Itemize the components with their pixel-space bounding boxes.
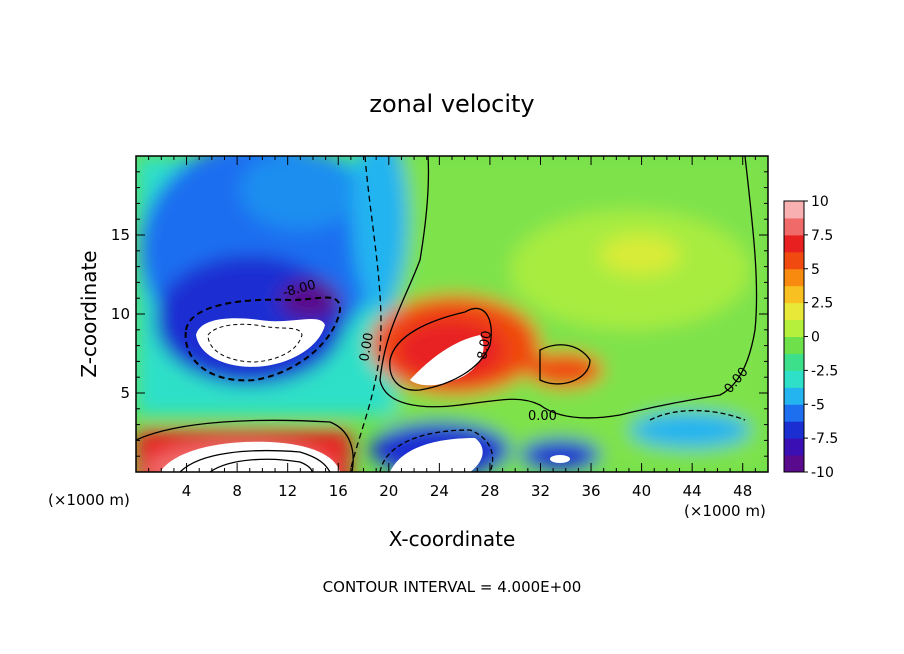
colorbar-swatch — [784, 302, 804, 321]
x-axis: 4 8 12 16 20 24 28 32 36 40 44 48 — [148, 156, 756, 500]
colorbar-swatch — [784, 234, 804, 253]
colorbar-swatch — [784, 285, 804, 304]
contour-label: 8.00 — [475, 330, 495, 361]
colorbar-label: -5 — [811, 397, 825, 413]
x-unit-label: (×1000 m) — [48, 491, 130, 509]
x-tick-label: 48 — [733, 482, 752, 500]
colorbar-swatch — [784, 268, 804, 287]
colorbar-label: 10 — [811, 194, 829, 210]
colorbar-label: 7.5 — [811, 228, 833, 244]
colorbar-swatch — [784, 319, 804, 337]
chart-title: zonal velocity — [369, 90, 534, 118]
x-tick-label: 28 — [480, 482, 499, 500]
colorbar-swatch — [784, 404, 804, 422]
contour-label: 0.00 — [528, 409, 557, 424]
colorbar-label: 5 — [811, 262, 820, 278]
x-tick-label: 32 — [531, 482, 550, 500]
colorbar: 10 7.5 5 2.5 0 -2.5 -5 -7.5 -10 — [783, 194, 838, 481]
colorbar-label: 2.5 — [811, 296, 833, 312]
colorbar-swatch — [784, 387, 804, 405]
heatmap-field: -8.00 0.00 8.00 0.00 0.00 — [136, 156, 768, 472]
x-tick-label: 4 — [182, 482, 192, 500]
colorbar-swatch — [784, 438, 804, 456]
colorbar-swatch — [784, 201, 804, 219]
x-tick-label: 20 — [379, 482, 398, 500]
colorbar-swatch — [784, 217, 804, 236]
colorbar-label: -7.5 — [811, 431, 838, 447]
x-tick-label: 40 — [632, 482, 651, 500]
colorbar-swatch — [784, 370, 804, 388]
x-tick-label: 24 — [430, 482, 449, 500]
colorbar-label: -10 — [811, 465, 834, 481]
y-tick-label: 10 — [111, 305, 130, 323]
colorbar-swatch — [784, 455, 804, 473]
contour-label: 0.00 — [357, 332, 377, 363]
x-tick-label: 36 — [581, 482, 600, 500]
y-axis: 5 10 15 — [111, 171, 768, 457]
contour-interval-footer: CONTOUR INTERVAL = 4.000E+00 — [323, 578, 582, 596]
colorbar-label: 0 — [811, 330, 820, 346]
y-tick-label: 5 — [120, 384, 130, 402]
x-tick-label: 8 — [232, 482, 242, 500]
x-tick-label: 16 — [329, 482, 348, 500]
colorbar-swatch — [784, 251, 804, 270]
x-unit-label-right: (×1000 m) — [684, 502, 766, 520]
colorbar-swatch — [784, 421, 804, 439]
y-axis-label: Z-coordinate — [77, 250, 101, 377]
x-axis-label: X-coordinate — [389, 527, 516, 551]
colorbar-swatch — [784, 336, 804, 354]
colorbar-label: -2.5 — [811, 363, 838, 379]
colorbar-swatch — [784, 353, 804, 371]
x-tick-label: 12 — [278, 482, 297, 500]
x-tick-label: 44 — [683, 482, 702, 500]
y-tick-label: 15 — [111, 226, 130, 244]
